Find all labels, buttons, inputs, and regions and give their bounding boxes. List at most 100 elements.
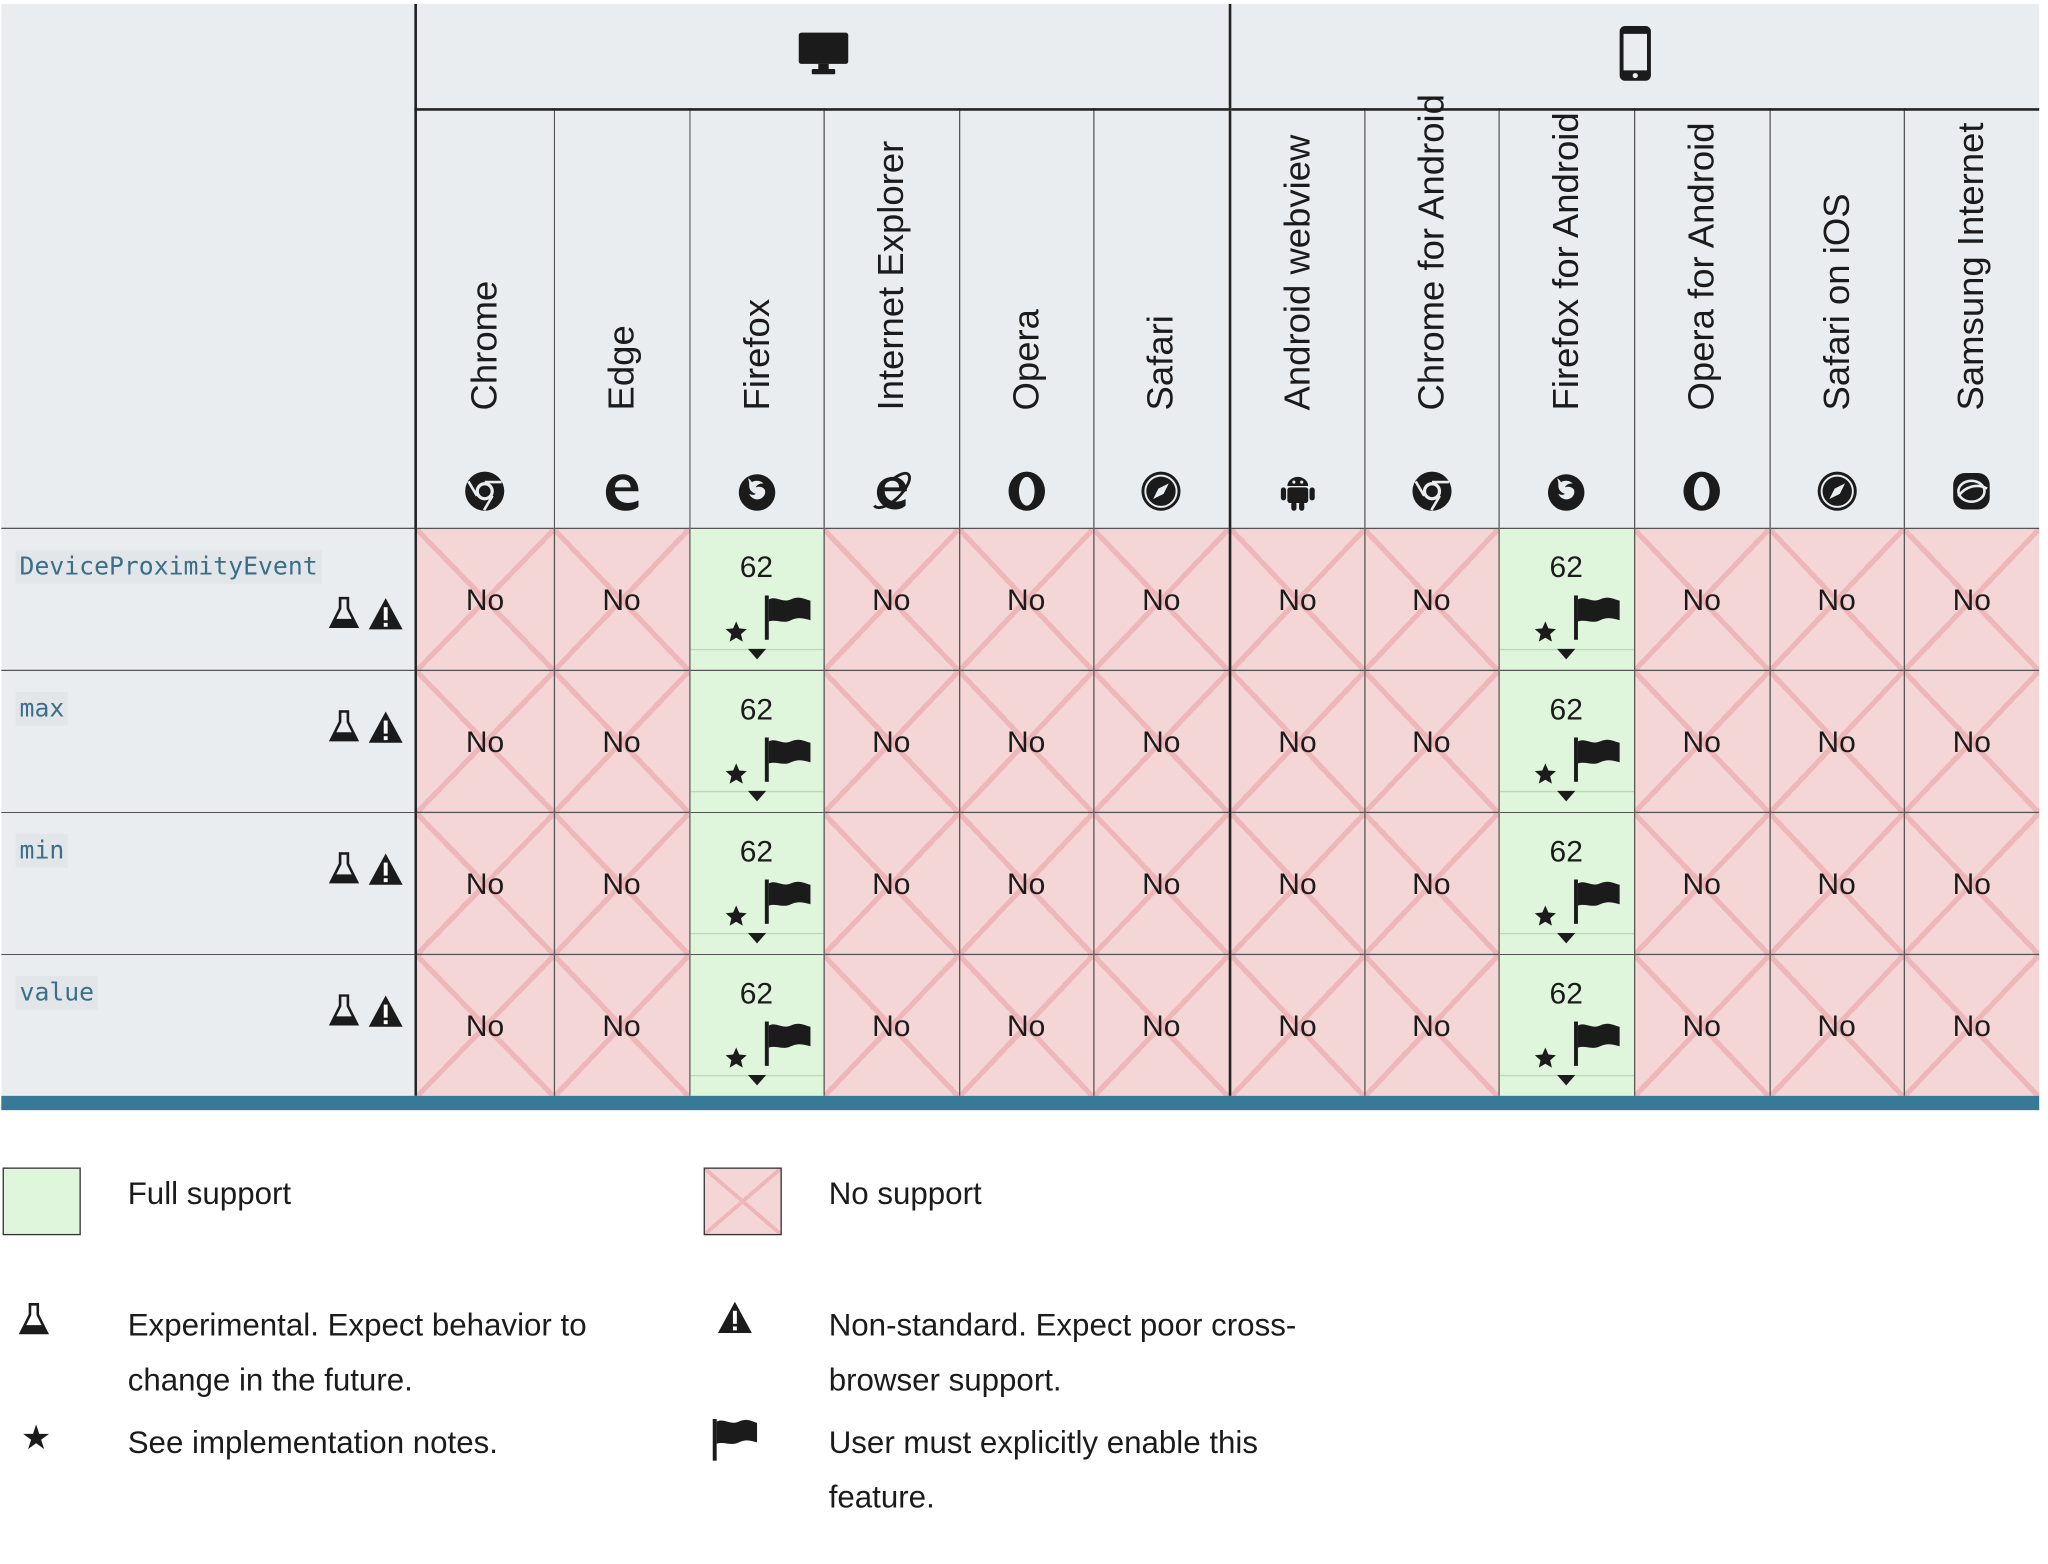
support-version: 62 <box>1549 549 1583 584</box>
support-cell-no: No <box>1363 527 1499 671</box>
table-row: value No No 62 No No No No No 62 No No No <box>1 953 2040 1096</box>
browser-name: Opera for Android <box>1680 122 1722 411</box>
feature-name-cell: max <box>1 669 417 813</box>
feature-badges <box>328 994 404 1034</box>
experimental-icon <box>328 994 360 1034</box>
support-cell-no: No <box>958 811 1094 955</box>
chevron-down-icon[interactable] <box>746 786 767 809</box>
support-cell-no: No <box>1903 669 2040 813</box>
support-cell-yes[interactable]: 62 <box>688 811 824 955</box>
support-version: 62 <box>739 975 774 1010</box>
experimental-icon <box>328 596 360 637</box>
asterisk-icon <box>1533 762 1556 792</box>
support-cell-no: No <box>1092 669 1231 813</box>
support-cell-no: No <box>1768 669 1904 813</box>
asterisk-icon <box>724 762 747 792</box>
support-cell-no: No <box>1768 527 1904 671</box>
asterisk-icon <box>1533 904 1556 934</box>
support-cell-no: No <box>1228 953 1365 1096</box>
support-cell-yes[interactable]: 62 <box>688 527 824 671</box>
table-row: DeviceProximityEvent No No 62 No No No No No 62 No… <box>1 527 2040 671</box>
browser-name: Chrome <box>464 280 505 411</box>
support-cell-no: No <box>958 669 1094 813</box>
internet-explorer-icon <box>870 470 912 512</box>
legend-full-support-swatch <box>2 1167 81 1236</box>
browser-header: Edge <box>553 109 690 529</box>
browser-name: Safari <box>1140 315 1181 411</box>
support-cell-yes[interactable]: 62 <box>1497 527 1634 671</box>
support-cell-no: No <box>1092 811 1231 955</box>
support-cell-no: No <box>1633 953 1770 1096</box>
browser-header: Internet Explorer <box>822 109 960 529</box>
support-cell-yes[interactable]: 62 <box>1497 811 1634 955</box>
feature-name-cell: min <box>1 811 417 955</box>
samsung-internet-icon <box>1951 470 1993 512</box>
support-version: 62 <box>739 691 774 726</box>
browser-name: Internet Explorer <box>870 140 911 411</box>
feature-name-cell: value <box>1 953 417 1096</box>
support-cell-no: No <box>1633 811 1770 955</box>
legend-notes-text: See implementation notes. <box>127 1425 498 1461</box>
support-cell-yes[interactable]: 62 <box>1497 669 1634 813</box>
feature-link[interactable]: max <box>15 691 69 726</box>
flag-icon <box>763 736 815 789</box>
legend-non-standard-text: Non-standard. Expect poor cross- browser… <box>828 1308 1297 1399</box>
table-bottom-bar <box>1 1095 2040 1111</box>
opera-icon <box>1005 470 1047 512</box>
chevron-down-icon[interactable] <box>1556 786 1577 809</box>
support-cell-yes[interactable]: 62 <box>688 669 824 813</box>
flag-icon <box>711 1418 761 1469</box>
support-cell-no: No <box>1228 669 1365 813</box>
legend-no-support-label: No support <box>828 1176 982 1212</box>
chevron-down-icon[interactable] <box>1556 928 1577 951</box>
feature-name-cell: DeviceProximityEvent <box>1 527 417 671</box>
chevron-down-icon[interactable] <box>746 928 767 951</box>
flag-icon <box>1572 878 1624 931</box>
feature-link[interactable]: min <box>15 833 69 868</box>
browser-header: Firefox for Android <box>1497 109 1634 529</box>
non-standard-icon <box>367 597 403 637</box>
browser-compat-table: Chrome Edge Firefox Internet Explorer Opera S… <box>1 3 2040 1096</box>
support-cell-no: No <box>1633 669 1770 813</box>
flag-icon <box>1572 594 1624 647</box>
safari-icon <box>1816 470 1858 512</box>
support-cell-no: No <box>1363 669 1499 813</box>
support-cell-no: No <box>415 811 554 955</box>
opera-icon <box>1681 470 1723 512</box>
table-row: min No No 62 No No No No No 62 No No No <box>1 811 2040 955</box>
chevron-down-icon[interactable] <box>1556 644 1577 667</box>
feature-badges <box>328 596 404 637</box>
browser-header: Chrome <box>415 109 554 529</box>
browser-header: Opera for Android <box>1633 109 1770 529</box>
feature-badges <box>328 710 404 750</box>
browser-name: Samsung Internet <box>1950 122 1992 411</box>
table-corner <box>1 3 417 529</box>
support-cell-no: No <box>822 527 960 671</box>
edge-icon <box>601 470 643 512</box>
flag-icon <box>1572 1020 1624 1073</box>
support-cell-no: No <box>958 527 1094 671</box>
chevron-down-icon[interactable] <box>746 1070 767 1093</box>
feature-link[interactable]: value <box>15 975 98 1010</box>
browser-header: Chrome for Android <box>1363 94 1499 529</box>
android-icon <box>1277 470 1319 512</box>
flag-icon <box>763 878 815 931</box>
feature-link[interactable]: DeviceProximityEvent <box>15 549 322 584</box>
mobile-icon <box>1619 25 1651 81</box>
support-cell-no: No <box>1768 811 1904 955</box>
support-cell-yes[interactable]: 62 <box>1497 953 1634 1096</box>
support-cell-no: No <box>1903 811 2040 955</box>
chevron-down-icon[interactable] <box>746 644 767 667</box>
non-standard-icon <box>367 852 403 892</box>
support-cell-no: No <box>1903 953 2040 1096</box>
browser-header: Opera <box>958 109 1094 529</box>
support-cell-yes[interactable]: 62 <box>688 953 824 1096</box>
flag-icon <box>763 594 815 647</box>
support-cell-no: No <box>553 811 690 955</box>
legend-flag-text: User must explicitly enable this feature… <box>828 1425 1259 1516</box>
support-version: 62 <box>739 549 774 584</box>
chrome-icon <box>1410 470 1452 512</box>
support-cell-no: No <box>1228 527 1365 671</box>
desktop-icon <box>798 31 848 74</box>
chevron-down-icon[interactable] <box>1556 1070 1577 1093</box>
